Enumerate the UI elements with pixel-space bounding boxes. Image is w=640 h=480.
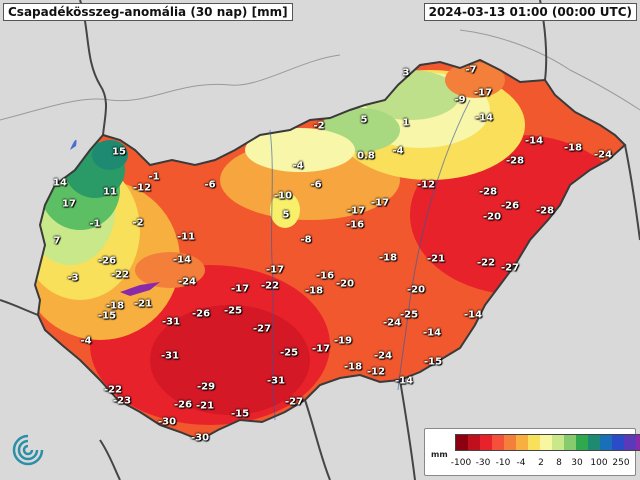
legend-swatch [456,435,468,450]
legend-swatch [516,435,528,450]
legend-swatch [600,435,612,450]
legend-swatch [504,435,516,450]
legend-tick-label: -100 [450,458,472,468]
legend-swatch [576,435,588,450]
legend-tick-label: 100 [590,458,608,468]
legend-swatch [612,435,624,450]
legend-swatch [564,435,576,450]
legend-tick-label: -10 [495,458,511,468]
legend-color-bar [455,434,640,451]
swirl-logo-icon [12,434,44,466]
legend-tick-label: -30 [475,458,491,468]
legend-ticks: -100 -30 -10 -4 2 8 30 100 250 [450,458,633,470]
legend-tick-label: -4 [516,458,526,468]
legend-swatch [588,435,600,450]
map-title: Csapadékösszeg-anomália (30 nap) [mm] [3,3,293,21]
legend-swatch [624,435,636,450]
legend-swatch [492,435,504,450]
legend-tick-label: 8 [556,458,562,468]
color-legend: mm -100 -30 -10 -4 2 8 30 100 250 [424,428,640,476]
legend-swatch [468,435,480,450]
legend-swatch [540,435,552,450]
legend-swatch [552,435,564,450]
legend-tick-label: 2 [538,458,544,468]
legend-tick-label: 250 [612,458,630,468]
map-datetime: 2024-03-13 01:00 (00:00 UTC) [423,3,637,21]
legend-swatch [528,435,540,450]
legend-swatch [480,435,492,450]
legend-unit: mm [431,450,448,459]
legend-tick-label: 30 [571,458,583,468]
legend-swatch [636,435,640,450]
